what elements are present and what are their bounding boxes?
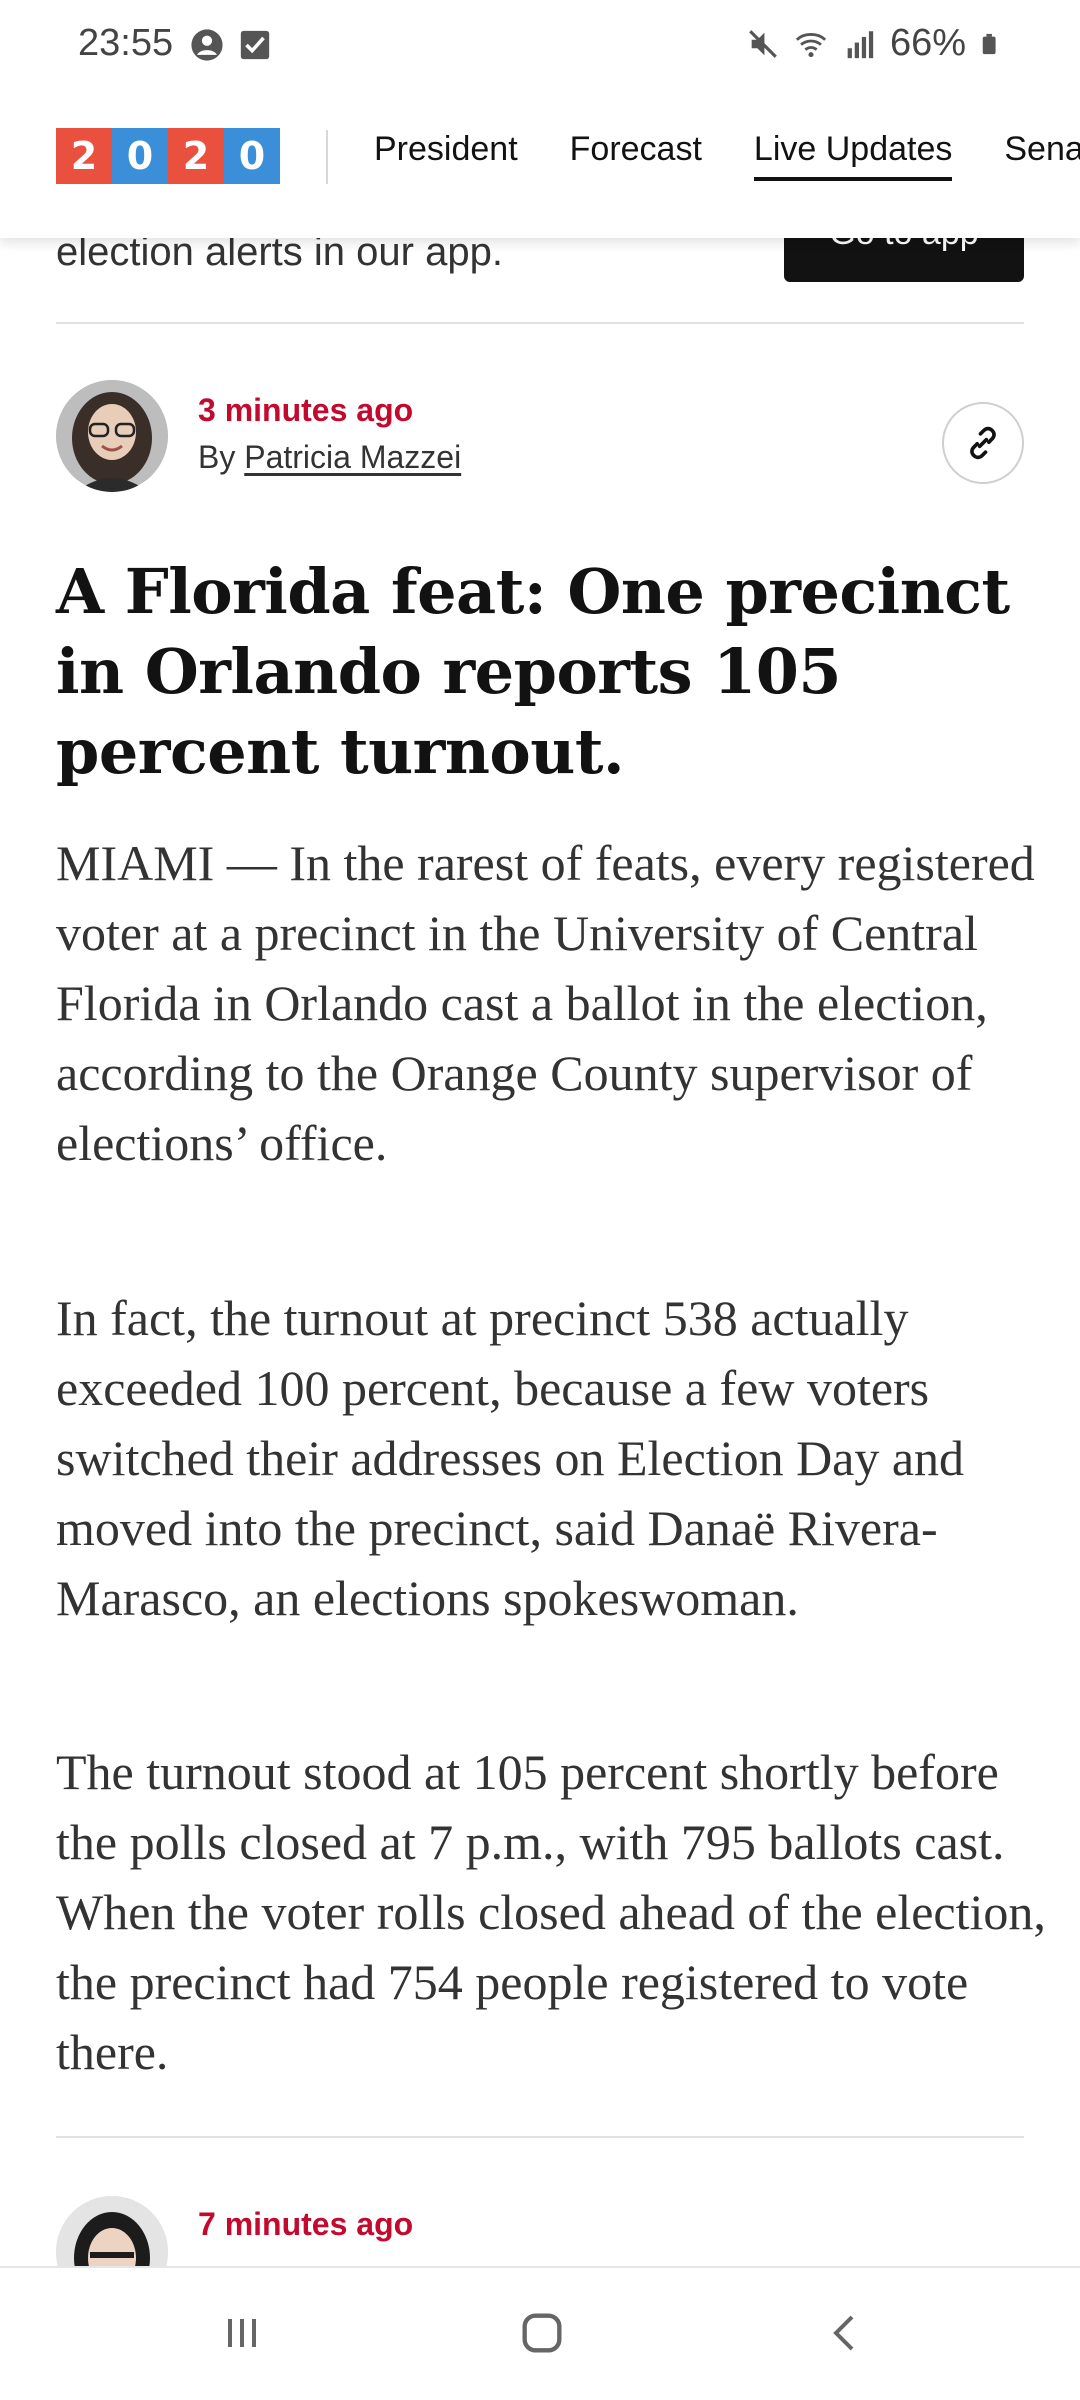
- home-icon: [522, 2313, 562, 2353]
- body-paragraph: In fact, the turnout at precinct 538 act…: [56, 1290, 965, 1626]
- nav-tabs: President Forecast Live Updates Sena: [374, 130, 1080, 181]
- home-button[interactable]: [502, 2298, 582, 2368]
- battery-percent: 66%: [889, 22, 966, 64]
- body-paragraph: MIAMI — In the rarest of feats, every re…: [56, 835, 1035, 1171]
- logo-digit: 2: [168, 128, 224, 184]
- recent-apps-button[interactable]: [202, 2298, 282, 2368]
- signal-icon: [847, 30, 874, 58]
- next-post-meta: 7 minutes ago: [198, 2206, 413, 2243]
- author-link[interactable]: Patricia Mazzei: [244, 439, 462, 475]
- account-circle-icon: [191, 29, 223, 61]
- status-right: 66%: [746, 22, 1002, 65]
- post-timestamp: 3 minutes ago: [198, 392, 414, 428]
- tab-president[interactable]: President: [374, 130, 518, 168]
- mute-icon: [749, 29, 777, 58]
- post-meta: 3 minutes ago By Patricia Mazzei: [198, 392, 461, 476]
- byline: By Patricia Mazzei: [198, 439, 461, 476]
- author-photo: [56, 380, 168, 492]
- election-2020-logo[interactable]: 2 0 2 0: [56, 128, 280, 184]
- copy-link-button[interactable]: [942, 402, 1024, 484]
- divider: [56, 322, 1024, 324]
- recent-apps-icon: [228, 2319, 256, 2347]
- tab-forecast[interactable]: Forecast: [569, 130, 702, 168]
- wifi-icon: [795, 32, 827, 57]
- tab-live-updates[interactable]: Live Updates: [753, 130, 953, 181]
- tab-senate[interactable]: Sena: [1004, 130, 1080, 168]
- post-headline: A Florida feat: One precinct in Orlando …: [56, 555, 1010, 788]
- author-avatar[interactable]: [56, 380, 168, 492]
- divider: [56, 2136, 1024, 2138]
- system-navigation-bar: [0, 2266, 1080, 2400]
- nav-divider: [326, 130, 328, 184]
- battery-icon: [982, 33, 996, 54]
- status-bar: 23:55 66%: [0, 0, 1080, 92]
- byline-prefix: By: [198, 439, 236, 475]
- status-time: 23:55: [78, 22, 174, 64]
- back-button[interactable]: [806, 2298, 886, 2368]
- logo-digit: 0: [224, 128, 280, 184]
- logo-digit: 0: [112, 128, 168, 184]
- post-timestamp: 7 minutes ago: [198, 2206, 414, 2242]
- back-icon: [833, 2315, 854, 2351]
- checkbox-icon: [240, 30, 270, 60]
- status-left-icons: [190, 28, 272, 62]
- logo-digit: 2: [56, 128, 112, 184]
- top-navigation: 2 0 2 0 President Forecast Live Updates …: [0, 92, 1080, 238]
- link-icon: [970, 426, 996, 460]
- body-paragraph: The turnout stood at 105 percent shortly…: [56, 1744, 1046, 2080]
